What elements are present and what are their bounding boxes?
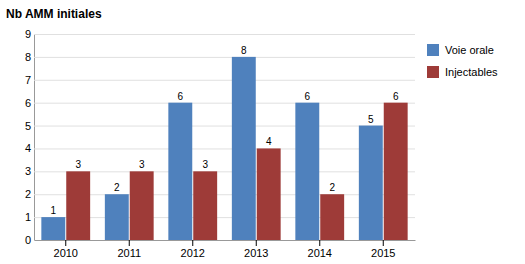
grid-line — [34, 80, 415, 81]
bar — [168, 103, 192, 240]
tick-mark — [129, 240, 130, 246]
y-tick-label: 5 — [25, 120, 31, 132]
legend-swatch — [427, 66, 439, 78]
data-label: 3 — [202, 159, 208, 170]
y-tick-label: 3 — [25, 165, 31, 177]
y-tick-label: 6 — [25, 97, 31, 109]
y-axis: 0 1 2 3 4 5 6 7 8 9 — [25, 28, 415, 246]
legend-swatch — [427, 44, 439, 56]
x-tick: 2015 — [371, 240, 395, 259]
x-tick: 2013 — [244, 240, 268, 259]
y-tick-label: 4 — [25, 142, 31, 154]
data-label: 3 — [139, 159, 145, 170]
tick-mark — [319, 240, 320, 246]
x-tick-label: 2014 — [308, 247, 332, 259]
x-tick-label: 2010 — [54, 247, 78, 259]
data-label: 3 — [75, 159, 81, 170]
x-axis-line — [35, 240, 416, 241]
grid-line — [34, 194, 415, 195]
y-tick: 5 — [25, 120, 415, 132]
bar — [41, 217, 65, 240]
y-tick-label: 9 — [25, 28, 31, 40]
data-label: 6 — [305, 91, 311, 102]
series — [41, 57, 382, 240]
bar — [320, 194, 344, 240]
series — [66, 103, 407, 240]
x-tick-label: 2011 — [117, 247, 141, 259]
bar — [105, 194, 129, 240]
bar — [384, 103, 408, 240]
legend-item: Injectables — [427, 66, 498, 78]
x-tick: 2011 — [117, 240, 141, 259]
x-axis: 2010 2011 2012 2013 2014 2015 — [35, 240, 416, 259]
plot: 0123456789126865333426201020112012201320… — [25, 28, 416, 259]
grid-line — [34, 217, 415, 218]
grid-line — [34, 103, 415, 104]
tick-mark — [65, 240, 66, 246]
grid-line — [34, 126, 415, 127]
tick-mark — [192, 240, 193, 246]
y-tick: 7 — [25, 74, 415, 86]
legend-label: Injectables — [445, 66, 498, 78]
y-tick-label: 8 — [25, 51, 31, 63]
x-tick: 2012 — [181, 240, 205, 259]
legend: Voie orale Injectables — [427, 44, 498, 78]
y-tick: 4 — [25, 142, 415, 154]
tick-mark — [383, 240, 384, 246]
bars — [41, 57, 407, 240]
x-tick: 2014 — [308, 240, 332, 259]
y-tick: 9 — [25, 28, 415, 40]
data-label: 8 — [241, 45, 247, 56]
data-label: 1 — [51, 205, 57, 216]
x-tick-label: 2013 — [244, 247, 268, 259]
y-tick-label: 0 — [25, 234, 31, 246]
y-tick-label: 7 — [25, 74, 31, 86]
chart: 0123456789126865333426201020112012201320… — [0, 0, 525, 264]
x-tick: 2010 — [54, 240, 78, 259]
y-tick-label: 2 — [25, 188, 31, 200]
bar — [130, 171, 154, 240]
data-label: 5 — [368, 114, 374, 125]
grid-line — [34, 240, 415, 241]
legend-label: Voie orale — [445, 44, 494, 56]
data-label: 2 — [329, 182, 335, 193]
bar — [193, 171, 217, 240]
data-label: 6 — [178, 91, 184, 102]
y-tick-label: 1 — [25, 211, 31, 223]
grid-line — [34, 171, 415, 172]
data-label: 2 — [114, 182, 120, 193]
grid-line — [34, 34, 415, 35]
y-axis-line — [34, 35, 35, 241]
x-tick-label: 2015 — [371, 247, 395, 259]
bar — [295, 103, 319, 240]
grid-line — [34, 148, 415, 149]
data-label: 6 — [393, 91, 399, 102]
bar — [232, 57, 256, 240]
grid-line — [34, 57, 415, 58]
y-tick: 6 — [25, 97, 415, 109]
y-tick: 8 — [25, 51, 415, 63]
y-axis-title: Nb AMM initiales — [6, 7, 102, 21]
legend-item: Voie orale — [427, 44, 494, 56]
bar — [359, 126, 383, 240]
data-label: 4 — [266, 136, 272, 147]
tick-mark — [256, 240, 257, 246]
x-tick-label: 2012 — [181, 247, 205, 259]
data-labels: 1 2 6 8 6 5 3 3 3 4 2 6 — [51, 45, 399, 216]
bar — [66, 171, 90, 240]
bar — [257, 148, 281, 240]
